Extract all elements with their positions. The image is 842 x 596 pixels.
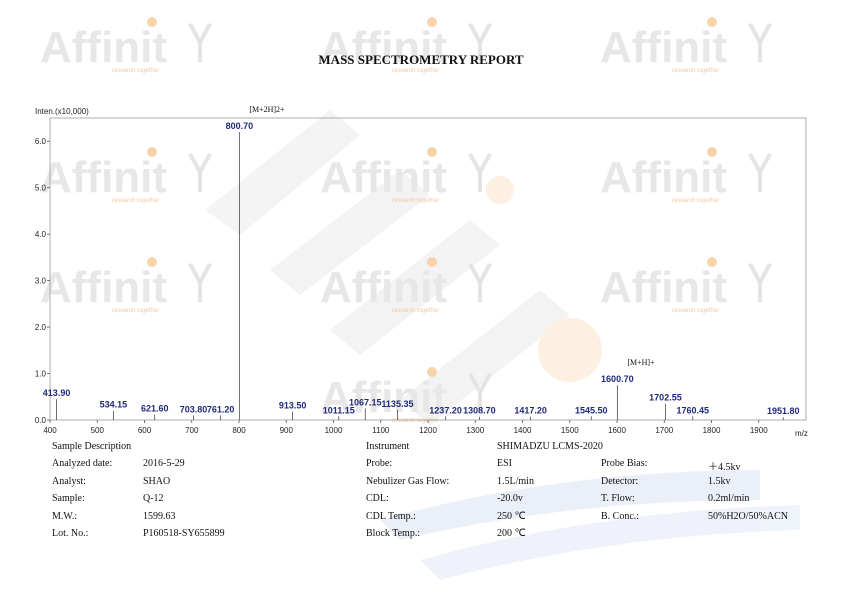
x-tick-label: 1300 [466,426,484,435]
info-value: ESI [497,458,512,469]
report-title: MASS SPECTROMETRY REPORT [318,52,524,67]
info-value: Q-12 [143,493,164,504]
x-tick-label: 1500 [561,426,579,435]
peak-label: 1951.80 [767,406,800,416]
peak-label: 913.50 [279,401,307,411]
info-value: 1.5L/min [497,475,534,487]
peak-label: 1417.20 [514,406,547,416]
info-value: SHAO [143,475,171,487]
peak-label: 703.80 [180,404,208,414]
info-value: 200 ℃ [497,528,526,539]
y-tick-label: 6.0 [35,137,47,146]
info-label: T. Flow: [601,493,635,504]
info-label: Probe: [366,458,393,469]
peak-label: 621.60 [141,403,169,413]
peak-label: 1011.15 [323,405,355,415]
info-value: ＋4.5kv [708,462,741,473]
watermark-tagline: research together [112,68,159,74]
info-label: Sample: [52,493,85,504]
x-axis-label: m/z [795,429,808,438]
ion-annotation: [M+H]+ [627,358,655,367]
x-tick-label: 1600 [608,426,626,435]
x-tick-label: 800 [232,426,246,435]
info-label: M.W.: [52,510,78,522]
peak-label: 413.90 [43,388,71,398]
peak-label: 1702.55 [649,393,682,403]
x-tick-label: 1100 [372,426,390,435]
watermark-tagline: research together [672,68,719,74]
sample-description-header: Sample Description [52,441,132,452]
x-tick-label: 700 [185,426,199,435]
y-tick-label: 5.0 [35,184,47,193]
watermark-dot [147,17,157,27]
peak-label: 1600.70 [601,374,634,384]
info-value: 0.2ml/min [708,493,750,504]
plot-frame [49,117,807,421]
info-value: 1599.63 [143,510,176,522]
info-label: Analyst: [52,475,86,487]
y-axis-ticks: 0.0 1.0 2.0 3.0 4.0 5.0 6.0 [35,137,50,425]
ion-annotations: [M+2H]2+ [M+H]+ [249,105,655,367]
y-axis-label: Inten.(x10,000) [35,107,89,116]
peak-label: 534.15 [100,400,128,410]
info-label: Nebulizer Gas Flow: [366,475,450,487]
info-value: 1.5kv [708,475,731,487]
info-value: 50%H2O/50%ACN [708,510,788,522]
info-label: Detector: [601,475,639,487]
x-tick-label: 900 [280,426,294,435]
peak-series: 413.90 534.15 621.60 703.80 761.20 800.70 913.… [43,121,800,420]
x-tick-label: 600 [138,426,152,435]
peak-label: 1545.50 [575,405,608,415]
x-tick-label: 1900 [750,426,768,435]
x-tick-label: 1400 [514,426,532,435]
info-label: CDL Temp.: [366,510,416,522]
peak-label: 800.70 [226,121,254,131]
x-axis-ticks: 400 500 600 700 800 900 1000 1100 1200 1300 1400 15… [43,420,768,435]
mass-spectrum-chart: Inten.(x10,000) 0.0 1.0 2.0 3.0 4.0 5.0 6.0 40… [35,105,808,438]
watermark-dot [707,17,717,27]
y-tick-label: 0.0 [35,416,47,425]
ion-annotation: [M+2H]2+ [249,105,285,114]
watermark-dot [427,17,437,27]
info-value: 2016-5-29 [143,458,185,469]
watermark-tagline: research together [392,68,439,74]
peak-label: 1135.35 [381,399,413,409]
peak-label: 1308.70 [463,406,496,416]
x-tick-label: 1800 [703,426,721,435]
y-tick-label: 4.0 [35,230,47,239]
info-label: Lot. No.: [52,528,89,539]
info-label: Analyzed date: [52,458,113,469]
peak-label: 1067.15 [349,397,382,407]
x-tick-label: 1000 [325,426,343,435]
peak-label: 761.20 [207,404,235,414]
info-value: P160518-SY655899 [143,528,225,539]
info-label: B. Conc.: [601,510,640,522]
info-value: -20.0v [497,493,523,504]
x-tick-label: 400 [43,426,57,435]
x-tick-label: 500 [91,426,105,435]
peak-label: 1760.45 [677,405,710,415]
y-tick-label: 3.0 [35,277,47,286]
info-label: Probe Bias: [601,458,648,469]
y-tick-label: 1.0 [35,370,47,379]
x-tick-label: 1700 [655,426,673,435]
peak-label: 1237.20 [429,405,462,415]
y-tick-label: 2.0 [35,323,47,332]
info-label: CDL: [366,493,389,504]
instrument-header-value: SHIMADZU LCMS-2020 [497,441,603,452]
instrument-header-label: Instrument [366,441,410,452]
x-tick-label: 1200 [419,426,437,435]
info-value: 250 ℃ [497,510,526,522]
info-label: Block Temp.: [366,528,421,539]
